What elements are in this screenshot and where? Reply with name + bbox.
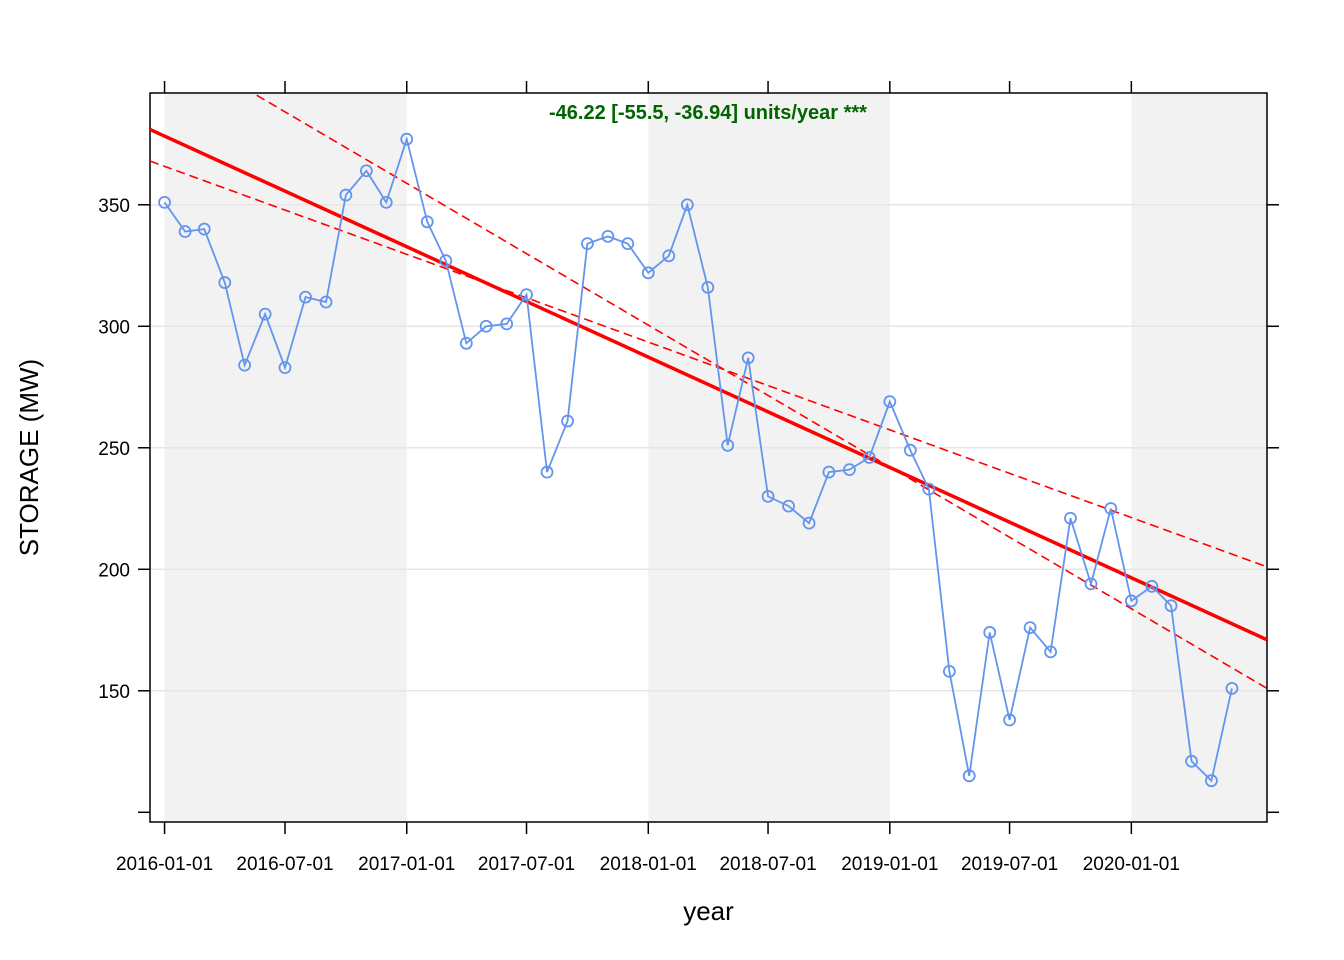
x-tick-label-2016-01-01: 2016-01-01 (116, 854, 213, 875)
data-point-2018-03-01 (680, 198, 694, 212)
shade-2020 (1131, 93, 1267, 822)
axis-ticks: 150 200 250 300 350 2016-01-01 2016-07-01 2017-… (98, 81, 1279, 875)
data-point-2020-05-01 (1205, 774, 1218, 788)
x-tick-label-2016-07-01: 2016-07-01 (236, 854, 333, 875)
data-point-2019-08-01 (1023, 621, 1037, 634)
x-tick-label-2017-07-01: 2017-07-01 (478, 854, 575, 875)
data-point-2016-03-01 (197, 222, 211, 236)
data-point-2017-06-01 (500, 317, 514, 331)
data-point-2018-06-01 (741, 351, 755, 365)
data-point-2017-10-01 (581, 237, 594, 251)
data-point-2016-02-01 (178, 225, 192, 238)
data-point-2018-07-01 (761, 489, 775, 503)
data-point-2019-05-01 (962, 769, 976, 783)
data-point-2017-09-01 (561, 414, 574, 428)
data-point-2020-01-01 (1124, 594, 1138, 608)
data-point-2019-02-01 (903, 443, 917, 457)
series-line-0 (163, 135, 1233, 783)
plot-panel-border (149, 92, 1268, 823)
gridlines (150, 204, 1267, 692)
data-point-2018-01-01 (641, 266, 655, 280)
x-tick-label-2019-07-01: 2019-07-01 (961, 854, 1058, 875)
data-point-2016-10-01 (339, 188, 353, 202)
data-point-2016-05-01 (238, 358, 252, 372)
y-tick-label-250: 250 (98, 439, 130, 460)
data-point-2017-11-01 (601, 229, 615, 243)
data-point-2018-05-01 (721, 438, 735, 452)
storage-series (158, 132, 1239, 788)
data-point-2017-05-01 (479, 319, 493, 333)
data-point-2019-12-01 (1104, 502, 1118, 515)
data-point-2016-07-01 (278, 361, 292, 374)
data-point-2017-07-01 (520, 288, 533, 302)
y-tick-label-150: 150 (98, 682, 130, 703)
data-point-2017-04-01 (459, 336, 473, 350)
data-point-2016-12-01 (379, 195, 393, 209)
x-axis-title: year (683, 896, 734, 926)
data-point-2019-09-01 (1044, 645, 1058, 659)
data-point-2016-11-01 (359, 164, 373, 178)
y-tick-label-350: 350 (98, 196, 130, 217)
data-point-2017-12-01 (621, 237, 635, 251)
ci-lower-line (251, 93, 1267, 690)
data-point-2019-04-01 (942, 664, 956, 678)
data-point-2020-04-01 (1185, 754, 1198, 768)
data-point-2019-10-01 (1064, 511, 1077, 525)
data-point-2020-03-01 (1164, 599, 1178, 613)
shade-2018 (648, 93, 890, 822)
trend-annotation: -46.22 [-55.5, -36.94] units/year *** (549, 102, 867, 124)
x-tick-label-2017-01-01: 2017-01-01 (358, 854, 455, 875)
y-tick-label-300: 300 (98, 317, 130, 338)
data-point-2018-09-01 (802, 516, 816, 530)
x-tick-label-2018-01-01: 2018-01-01 (600, 854, 697, 875)
x-tick-label-2020-01-01: 2020-01-01 (1083, 854, 1180, 875)
data-point-2018-04-01 (701, 280, 715, 294)
year-shading (164, 93, 1267, 822)
x-tick-label-2019-01-01: 2019-01-01 (841, 854, 938, 875)
data-point-2018-02-01 (662, 249, 676, 263)
data-point-2019-01-01 (883, 395, 897, 409)
data-point-2019-07-01 (1003, 713, 1016, 727)
y-axis-title: STORAGE (MW) (14, 359, 44, 556)
data-point-2019-03-01 (922, 482, 936, 496)
x-tick-label-2018-07-01: 2018-07-01 (719, 854, 816, 875)
y-tick-label-200: 200 (98, 560, 130, 581)
data-point-2017-01-01 (400, 132, 414, 146)
data-point-2018-12-01 (862, 451, 876, 464)
data-point-2020-06-01 (1225, 681, 1239, 695)
data-point-2017-03-01 (439, 254, 453, 268)
data-point-2016-09-01 (319, 295, 333, 309)
data-point-2019-06-01 (983, 626, 997, 639)
data-point-2016-08-01 (299, 290, 312, 304)
data-point-2017-08-01 (540, 465, 554, 479)
data-point-2019-11-01 (1084, 577, 1098, 591)
trend-line (150, 127, 1267, 642)
data-point-2016-06-01 (258, 307, 272, 321)
data-point-2020-02-01 (1145, 579, 1159, 593)
data-point-2016-04-01 (218, 276, 232, 289)
ci-upper-line (150, 160, 1267, 568)
data-point-2018-10-01 (822, 465, 836, 479)
data-point-2016-01-01 (158, 195, 171, 209)
data-point-2018-11-01 (843, 463, 856, 477)
trend-lines (150, 93, 1267, 690)
data-point-2018-08-01 (782, 499, 795, 513)
shade-2016 (164, 93, 407, 822)
data-point-2017-02-01 (420, 215, 434, 229)
